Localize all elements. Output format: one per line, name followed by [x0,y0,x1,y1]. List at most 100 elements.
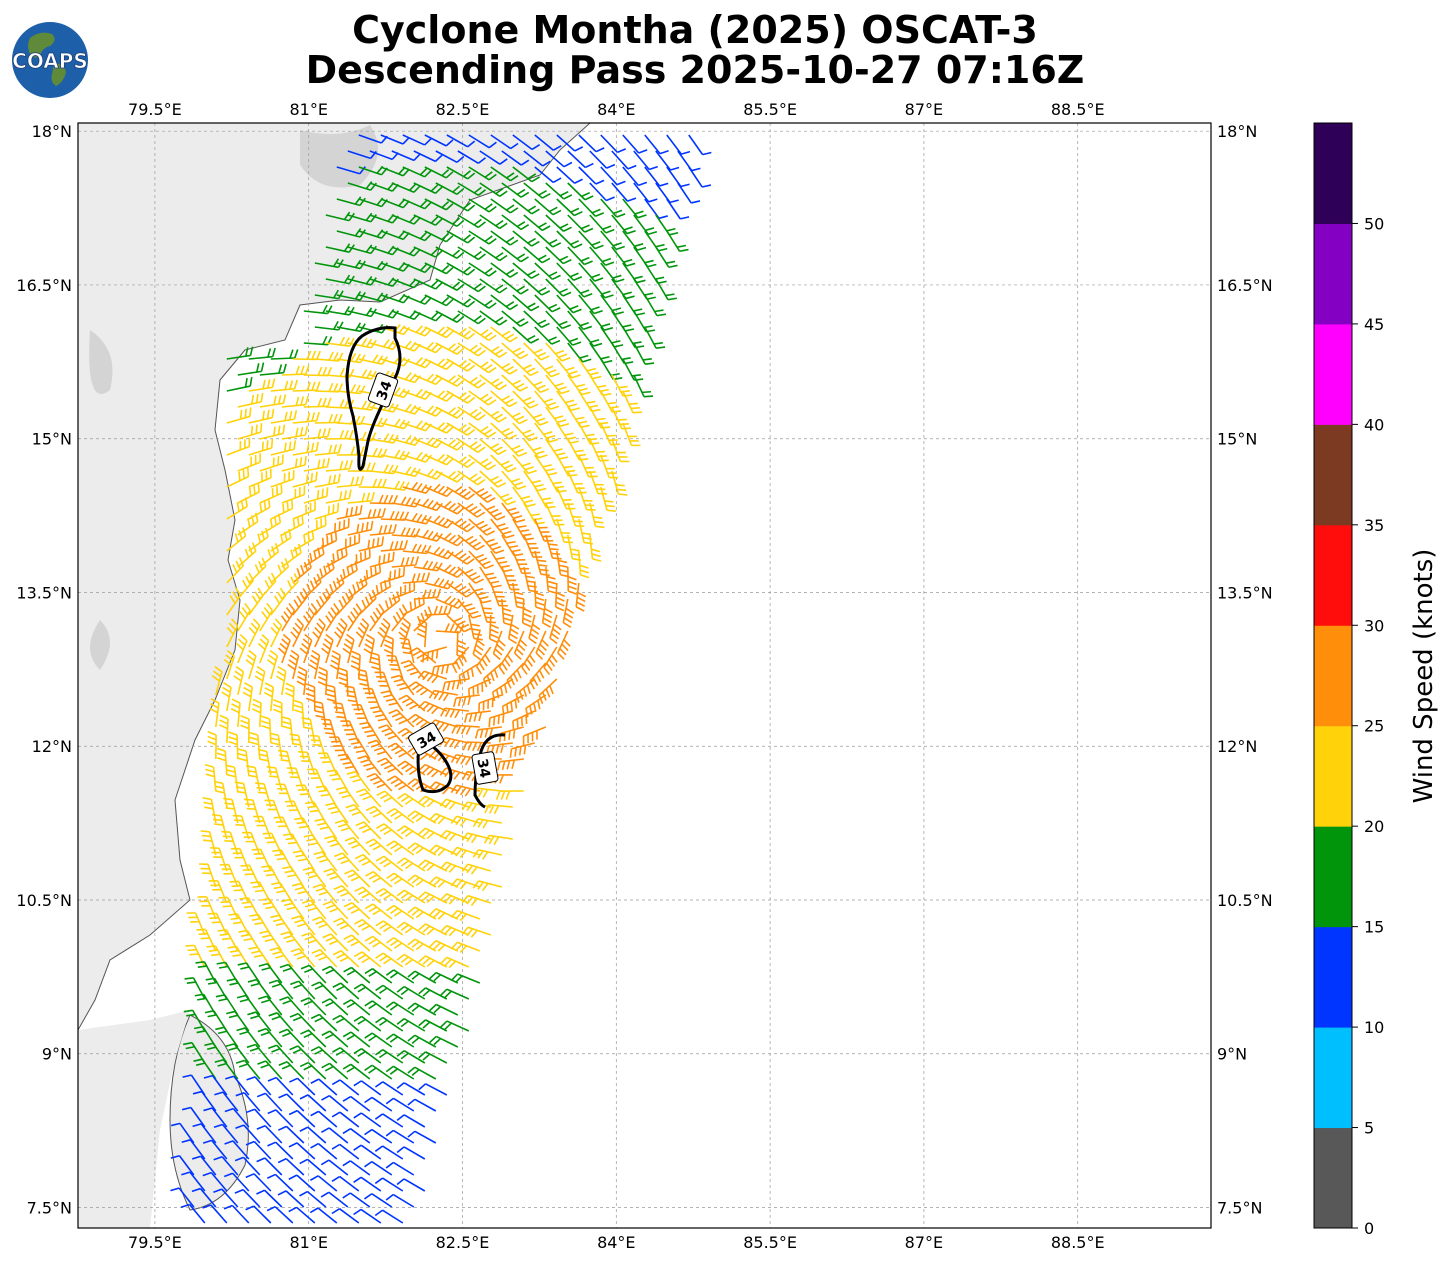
wind-barb [210,847,228,872]
wind-barb [589,534,602,562]
wind-barb [457,342,486,357]
wind-barb [490,134,519,150]
wind-barb [622,390,643,414]
wind-barb [281,485,306,504]
colorbar-tick-label: 5 [1364,1119,1374,1138]
wind-barb [439,924,470,937]
wind-barb [213,1156,239,1176]
colorbar-tick-label: 20 [1364,817,1384,836]
wind-barb [554,582,565,612]
wind-barb [198,863,217,888]
colorbar-frame [1313,122,1353,1229]
wind-barb [435,438,465,451]
wind-barb [418,1019,448,1032]
wind-barb [245,1140,272,1160]
wind-barb [254,665,266,696]
wind-barb [292,850,316,872]
wind-barb [275,783,294,808]
colorbar-segment [1314,1127,1352,1229]
wind-barb [334,618,348,648]
wind-barb [226,527,247,552]
wind-barb [280,931,305,952]
wind-barb [506,662,525,689]
lat-tick-label-right: 9°N [1217,1045,1247,1064]
wind-barb [386,775,415,792]
wind-barb [264,799,283,824]
wind-barb [224,1140,250,1160]
wind-barb [490,198,519,214]
lon-tick-label-top: 81°E [289,100,327,119]
wind-barb [556,262,583,281]
wind-barb [387,742,415,760]
wind-barb [364,1000,393,1016]
wind-barb [248,527,269,552]
wind-barb [207,912,228,936]
wind-barb [321,633,334,664]
lon-tick-label-bottom: 85.5°E [743,1233,797,1252]
wind-barb [435,150,465,164]
wind-barb [644,134,669,155]
wind-barb [290,618,305,648]
wind-barb [424,390,454,402]
wind-barb [418,1083,448,1096]
wind-barb [468,422,497,438]
wind-barb [358,589,377,616]
wind-barb [336,561,358,584]
wind-barb [331,1111,360,1128]
colorbar-tick-label: 35 [1364,516,1384,535]
wind-barb [468,134,497,149]
wind-barb [589,246,615,267]
wind-barb [289,1045,316,1064]
wind-barb [270,587,286,616]
wind-barb [208,879,228,904]
colorbar-segment [1314,625,1352,727]
wind-barb [331,1079,360,1096]
wind-barb [655,278,677,301]
wind-barb [431,662,458,676]
wind-barb [181,1171,206,1192]
wind-barb [259,484,283,504]
wind-barb [523,150,551,167]
wind-barb [320,1191,349,1208]
wind-barb [296,666,308,696]
lon-tick-label-bottom: 82.5°E [436,1233,490,1252]
wind-barb [369,464,399,475]
wind-barb [303,834,327,856]
wind-barb [397,760,426,776]
wind-barb [329,736,349,760]
lat-tick-label-left: 9°N [42,1045,72,1064]
wind-barb [453,694,480,707]
wind-barb [334,852,360,872]
wind-barb [534,166,562,184]
wind-barb [291,882,316,904]
wind-barb [347,520,374,536]
wind-barb [534,294,561,313]
wind-barb [374,1113,404,1128]
wind-barb [424,326,454,339]
wind-barb [589,182,615,202]
wind-barb [457,182,487,197]
wind-barb [325,518,350,536]
wind-barb [380,480,410,491]
wind-barb [457,214,486,229]
wind-barb [322,933,349,952]
wind-barb [388,709,415,728]
wind-barb [347,491,375,504]
wind-barb [450,973,481,984]
wind-barb [281,898,305,920]
wind-barb [501,310,529,327]
wind-barb [354,886,382,904]
wind-barb [501,502,526,523]
wind-barb [336,166,366,175]
wind-barb [325,459,353,472]
wind-barb [513,630,528,660]
wind-barb [408,647,437,664]
wind-barb [523,278,551,296]
wind-barb [545,182,573,200]
wind-barb [461,801,491,813]
wind-barb [396,1050,426,1064]
wind-barb [407,842,437,856]
wind-barb [228,913,250,936]
wind-barb [666,230,689,253]
wind-barb [286,767,305,792]
